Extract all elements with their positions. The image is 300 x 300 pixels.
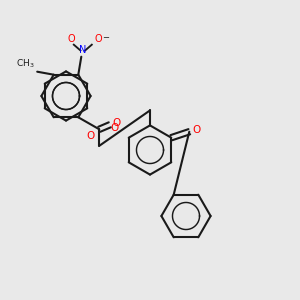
Text: O: O	[87, 131, 95, 141]
Text: O: O	[192, 125, 201, 135]
Text: −: −	[103, 33, 110, 42]
Text: O: O	[68, 34, 75, 44]
Text: CH$_3$: CH$_3$	[16, 58, 34, 70]
Text: O: O	[112, 118, 121, 128]
Text: N: N	[79, 45, 86, 55]
Text: O: O	[110, 123, 119, 133]
Text: O: O	[94, 34, 102, 44]
